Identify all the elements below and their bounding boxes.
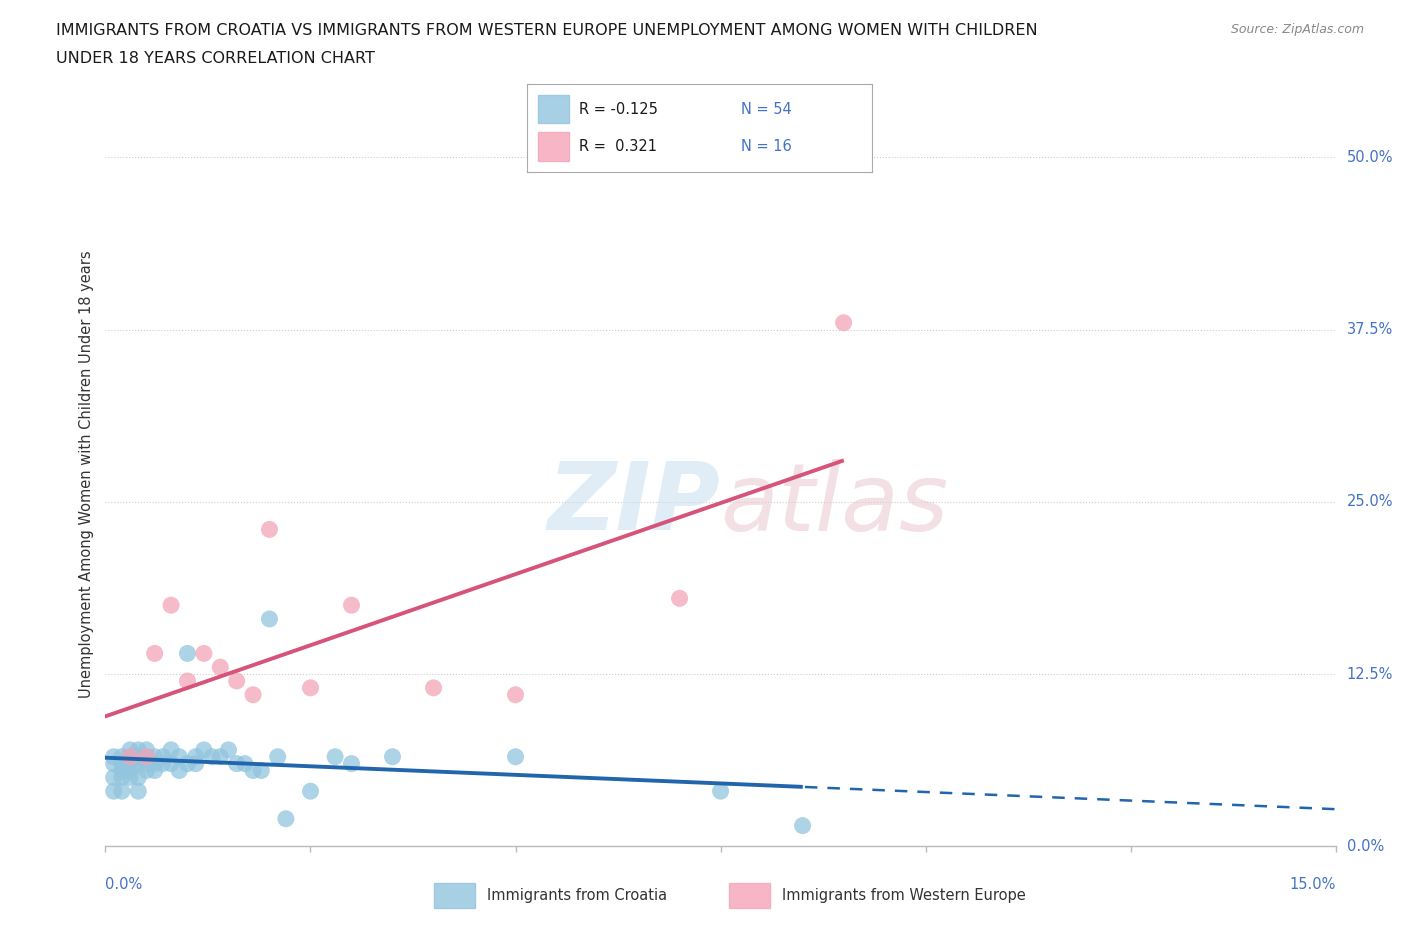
- Point: [169, 750, 191, 764]
- Text: 50.0%: 50.0%: [1347, 150, 1393, 165]
- Text: R = -0.125: R = -0.125: [579, 101, 658, 117]
- Y-axis label: Unemployment Among Women with Children Under 18 years: Unemployment Among Women with Children U…: [79, 250, 94, 698]
- Point: [143, 756, 166, 771]
- Text: Immigrants from Croatia: Immigrants from Croatia: [486, 887, 666, 903]
- Point: [160, 742, 183, 757]
- Point: [152, 756, 174, 771]
- Point: [103, 770, 125, 785]
- Point: [120, 770, 141, 785]
- Point: [143, 764, 166, 778]
- Point: [340, 598, 363, 613]
- Point: [135, 750, 157, 764]
- Bar: [728, 883, 770, 908]
- Point: [242, 764, 264, 778]
- Point: [259, 522, 281, 537]
- Point: [127, 742, 149, 757]
- Point: [233, 756, 256, 771]
- Text: N = 16: N = 16: [741, 139, 792, 154]
- Point: [176, 673, 198, 688]
- Point: [120, 750, 141, 764]
- Text: N = 54: N = 54: [741, 101, 792, 117]
- Point: [160, 756, 183, 771]
- Point: [135, 764, 157, 778]
- Point: [250, 764, 273, 778]
- Bar: [433, 883, 475, 908]
- Bar: [537, 95, 568, 124]
- Point: [176, 756, 198, 771]
- Text: Immigrants from Western Europe: Immigrants from Western Europe: [782, 887, 1026, 903]
- Point: [274, 811, 297, 826]
- Text: ZIP: ZIP: [548, 458, 721, 550]
- Bar: [537, 132, 568, 161]
- Point: [267, 750, 290, 764]
- Point: [111, 784, 134, 799]
- Text: atlas: atlas: [721, 458, 949, 550]
- Point: [193, 646, 215, 661]
- Point: [340, 756, 363, 771]
- Point: [127, 756, 149, 771]
- Text: Source: ZipAtlas.com: Source: ZipAtlas.com: [1230, 23, 1364, 36]
- Point: [381, 750, 404, 764]
- Point: [832, 315, 855, 330]
- Point: [792, 818, 814, 833]
- Point: [201, 750, 224, 764]
- Text: 15.0%: 15.0%: [1289, 877, 1336, 892]
- Point: [184, 750, 207, 764]
- Point: [135, 742, 157, 757]
- Point: [111, 756, 134, 771]
- Point: [103, 756, 125, 771]
- Point: [152, 750, 174, 764]
- Point: [103, 750, 125, 764]
- Point: [193, 742, 215, 757]
- Point: [111, 750, 134, 764]
- Point: [259, 612, 281, 627]
- Point: [111, 764, 134, 778]
- Text: UNDER 18 YEARS CORRELATION CHART: UNDER 18 YEARS CORRELATION CHART: [56, 51, 375, 66]
- Point: [505, 687, 527, 702]
- Point: [120, 764, 141, 778]
- Point: [103, 784, 125, 799]
- Text: 37.5%: 37.5%: [1347, 322, 1393, 338]
- Point: [127, 750, 149, 764]
- Point: [127, 784, 149, 799]
- Point: [120, 756, 141, 771]
- Point: [120, 750, 141, 764]
- Point: [209, 659, 232, 674]
- Point: [225, 673, 247, 688]
- Point: [299, 784, 322, 799]
- Point: [225, 756, 247, 771]
- Point: [299, 681, 322, 696]
- Point: [127, 770, 149, 785]
- Point: [209, 750, 232, 764]
- Point: [218, 742, 240, 757]
- Text: IMMIGRANTS FROM CROATIA VS IMMIGRANTS FROM WESTERN EUROPE UNEMPLOYMENT AMONG WOM: IMMIGRANTS FROM CROATIA VS IMMIGRANTS FR…: [56, 23, 1038, 38]
- Text: 0.0%: 0.0%: [1347, 839, 1384, 854]
- Point: [135, 750, 157, 764]
- Point: [505, 750, 527, 764]
- Point: [143, 646, 166, 661]
- Point: [120, 742, 141, 757]
- Point: [242, 687, 264, 702]
- Point: [422, 681, 444, 696]
- Point: [323, 750, 346, 764]
- Point: [143, 750, 166, 764]
- Point: [176, 646, 198, 661]
- Point: [668, 591, 690, 605]
- Text: 0.0%: 0.0%: [105, 877, 142, 892]
- Point: [169, 764, 191, 778]
- Text: R =  0.321: R = 0.321: [579, 139, 657, 154]
- Point: [160, 598, 183, 613]
- Text: 12.5%: 12.5%: [1347, 667, 1393, 682]
- Point: [135, 756, 157, 771]
- Point: [710, 784, 733, 799]
- Point: [111, 770, 134, 785]
- Text: 25.0%: 25.0%: [1347, 495, 1393, 510]
- Point: [184, 756, 207, 771]
